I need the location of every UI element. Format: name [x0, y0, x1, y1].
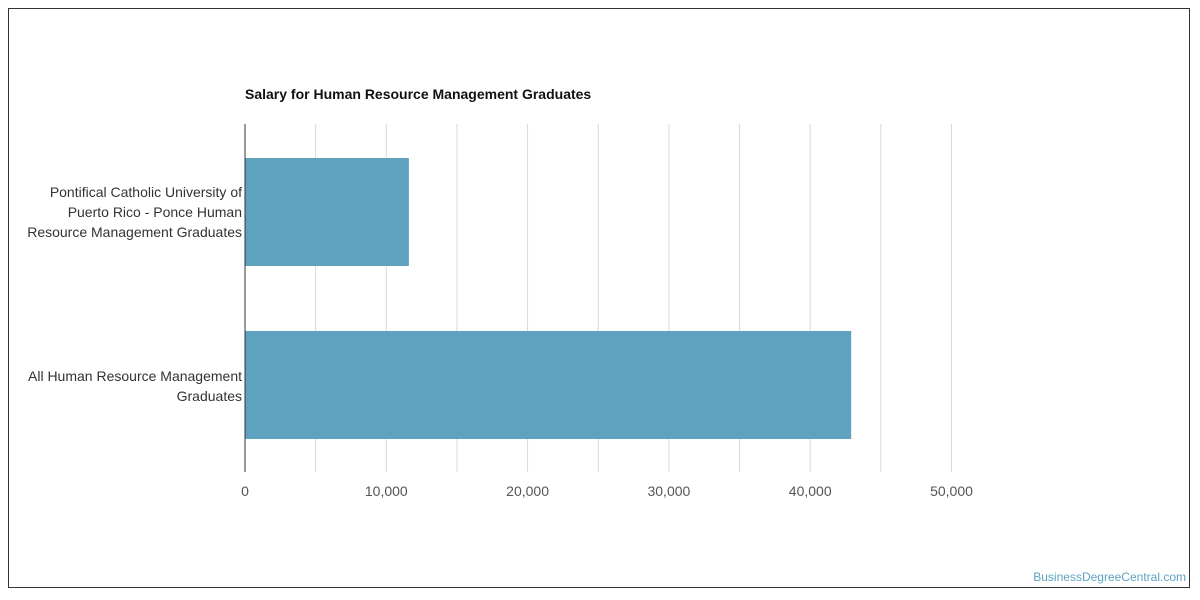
x-tick-label: 40,000 — [789, 483, 832, 499]
x-tick-label: 50,000 — [930, 483, 973, 499]
chart-title: Salary for Human Resource Management Gra… — [245, 86, 592, 102]
category-label-pontifical: Pontifical Catholic University of Puerto… — [27, 182, 242, 242]
category-label-line: Graduates — [176, 388, 242, 404]
category-label-line: Pontifical Catholic University of — [49, 184, 242, 200]
x-tick-label: 0 — [241, 483, 249, 499]
bar — [245, 331, 852, 439]
x-tick-label: 30,000 — [647, 483, 690, 499]
x-tick-label: 10,000 — [365, 483, 408, 499]
category-label-all: All Human Resource Management Graduates — [28, 366, 242, 406]
category-label-line: All Human Resource Management — [28, 368, 242, 384]
category-label-line: Resource Management Graduates — [27, 224, 242, 240]
site-watermark: BusinessDegreeCentral.com — [1033, 570, 1186, 584]
bar — [245, 158, 409, 266]
category-label-line: Puerto Rico - Ponce Human — [67, 204, 242, 220]
x-tick-label: 20,000 — [506, 483, 549, 499]
chart-frame — [8, 8, 1190, 588]
